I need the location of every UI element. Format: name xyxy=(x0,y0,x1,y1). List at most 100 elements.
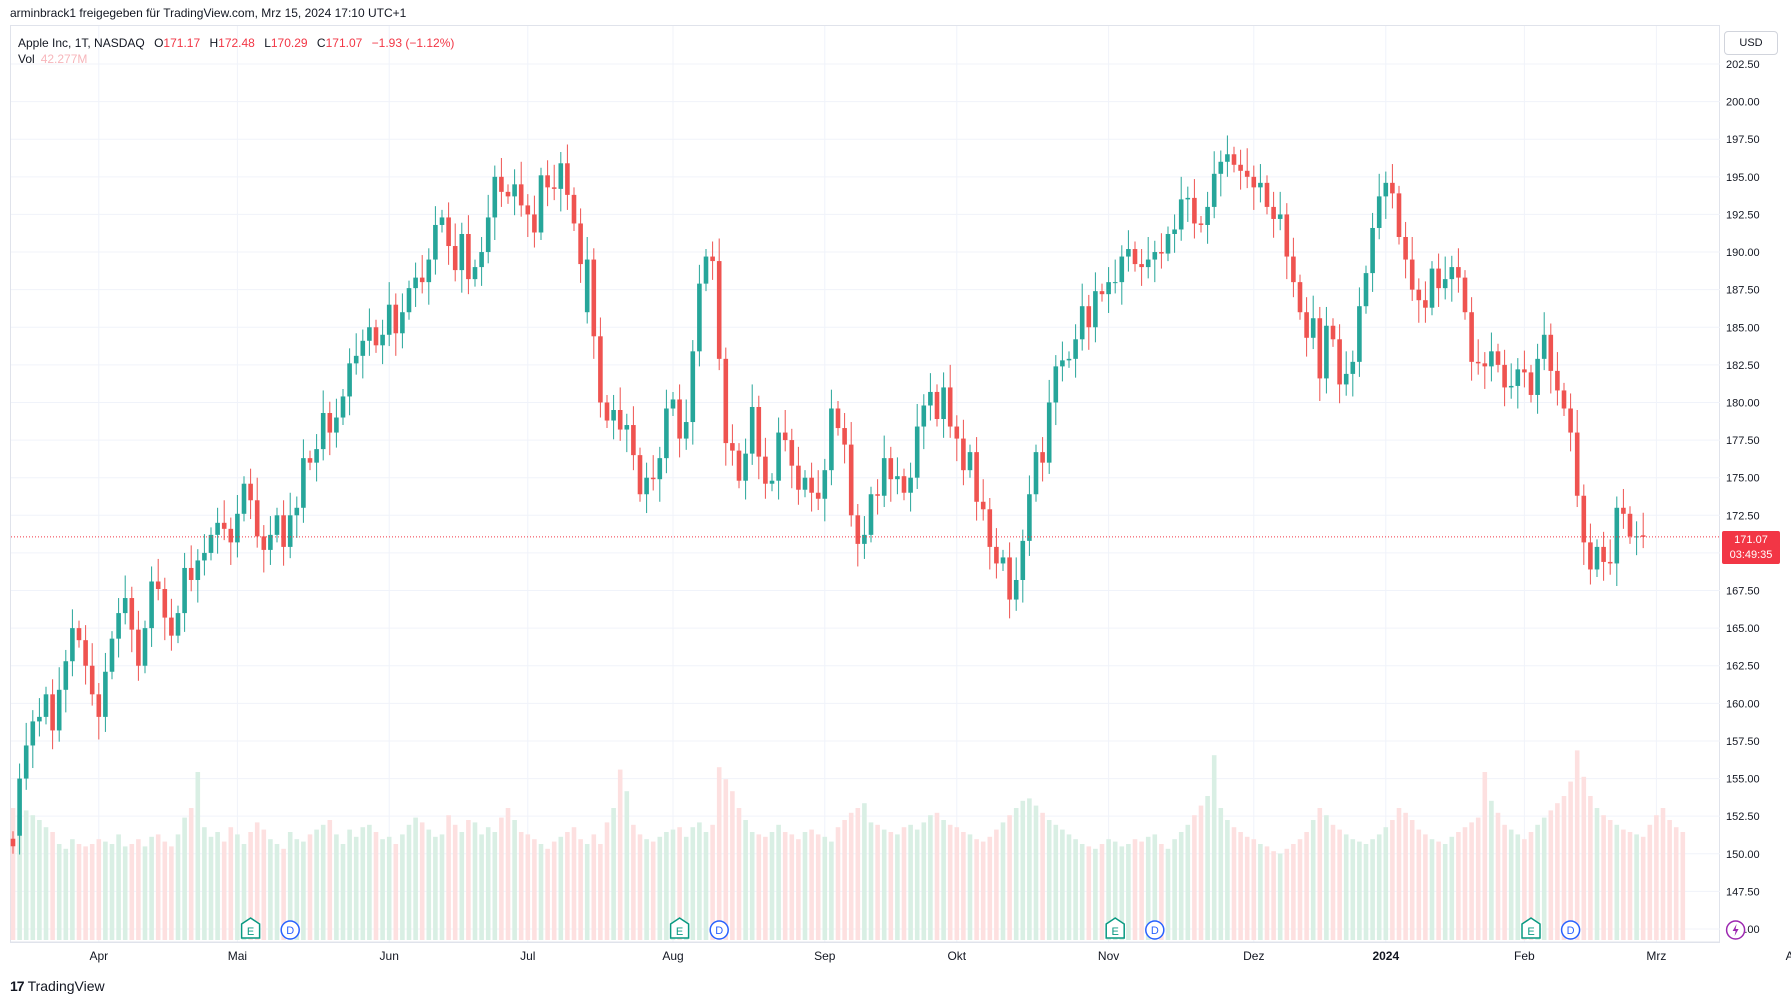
candle-body[interactable] xyxy=(320,413,326,450)
candle-body[interactable] xyxy=(1225,154,1230,162)
candle-body[interactable] xyxy=(1436,268,1441,289)
candle-body[interactable] xyxy=(1502,364,1507,388)
candle-body[interactable] xyxy=(1231,154,1237,165)
candle-body[interactable] xyxy=(802,477,808,490)
candle-body[interactable] xyxy=(558,163,564,189)
candle-body[interactable] xyxy=(413,277,418,289)
currency-button[interactable]: USD xyxy=(1724,31,1778,55)
candle-body[interactable] xyxy=(545,175,550,188)
candle-body[interactable] xyxy=(1568,408,1573,433)
candle-body[interactable] xyxy=(947,387,953,427)
candle-body[interactable] xyxy=(188,567,194,580)
candle-body[interactable] xyxy=(1251,176,1257,188)
candle-body[interactable] xyxy=(360,340,366,356)
candle-body[interactable] xyxy=(1535,358,1540,395)
candle-body[interactable] xyxy=(1106,282,1111,295)
candle-body[interactable] xyxy=(367,327,372,341)
candle-body[interactable] xyxy=(1614,507,1620,564)
candle-body[interactable] xyxy=(1304,312,1309,338)
dividend-event-icon[interactable] xyxy=(1560,920,1581,940)
candle-body[interactable] xyxy=(1066,358,1072,361)
candle-body[interactable] xyxy=(56,689,62,731)
candle-body[interactable] xyxy=(63,661,69,690)
candle-body[interactable] xyxy=(235,513,240,543)
candle-body[interactable] xyxy=(1330,325,1336,340)
candle-body[interactable] xyxy=(466,233,471,280)
candle-body[interactable] xyxy=(941,387,946,420)
tradingview-brand[interactable]: 17 TradingView xyxy=(10,978,105,994)
candle-body[interactable] xyxy=(1456,267,1461,278)
candle-body[interactable] xyxy=(492,176,498,218)
candle-body[interactable] xyxy=(10,838,16,847)
candle-body[interactable] xyxy=(1310,318,1316,338)
candle-body[interactable] xyxy=(908,477,913,493)
candle-body[interactable] xyxy=(505,191,511,197)
candle-body[interactable] xyxy=(895,476,900,480)
candle-body[interactable] xyxy=(175,613,181,636)
candle-body[interactable] xyxy=(1211,173,1217,207)
candle-body[interactable] xyxy=(1185,197,1191,200)
candle-body[interactable] xyxy=(1508,385,1514,388)
candle-body[interactable] xyxy=(1244,170,1250,177)
candle-body[interactable] xyxy=(881,458,887,496)
candle-body[interactable] xyxy=(373,327,379,346)
candle-body[interactable] xyxy=(921,405,927,427)
candle-body[interactable] xyxy=(353,355,359,364)
candle-body[interactable] xyxy=(697,283,702,352)
candle-body[interactable] xyxy=(1555,370,1560,391)
candle-body[interactable] xyxy=(1390,182,1395,194)
candle-body[interactable] xyxy=(215,522,220,535)
candle-body[interactable] xyxy=(789,440,795,466)
dividend-event-icon[interactable] xyxy=(709,920,729,940)
candle-body[interactable] xyxy=(281,515,286,547)
candle-body[interactable] xyxy=(961,438,966,471)
candle-body[interactable] xyxy=(598,336,603,403)
candle-body[interactable] xyxy=(202,552,207,561)
candle-body[interactable] xyxy=(934,391,940,420)
candle-body[interactable] xyxy=(1449,267,1455,280)
candle-body[interactable] xyxy=(43,694,49,717)
candle-body[interactable] xyxy=(499,176,504,192)
candle-body[interactable] xyxy=(452,246,458,271)
candle-body[interactable] xyxy=(1218,161,1224,174)
candle-body[interactable] xyxy=(386,304,392,335)
candle-body[interactable] xyxy=(380,334,385,346)
candle-body[interactable] xyxy=(1027,494,1032,541)
candle-body[interactable] xyxy=(703,256,709,284)
candle-body[interactable] xyxy=(1079,306,1085,340)
candle-body[interactable] xyxy=(512,184,517,197)
candle-body[interactable] xyxy=(855,515,861,544)
candle-body[interactable] xyxy=(307,458,313,463)
candle-body[interactable] xyxy=(1522,369,1527,373)
candle-body[interactable] xyxy=(743,453,748,481)
candle-body[interactable] xyxy=(23,745,29,779)
candle-body[interactable] xyxy=(1416,289,1422,301)
candle-body[interactable] xyxy=(419,277,425,283)
candle-body[interactable] xyxy=(756,406,762,457)
candle-body[interactable] xyxy=(848,444,854,516)
candle-body[interactable] xyxy=(1489,351,1494,367)
candle-body[interactable] xyxy=(1271,206,1276,219)
candle-body[interactable] xyxy=(334,417,339,433)
symbol-name[interactable]: Apple Inc, 1T, NASDAQ xyxy=(18,36,145,50)
candle-body[interactable] xyxy=(954,426,960,439)
candle-body[interactable] xyxy=(182,567,187,614)
candle-body[interactable] xyxy=(591,259,597,337)
candle-body[interactable] xyxy=(1060,360,1065,367)
candle-body[interactable] xyxy=(914,426,920,478)
candle-body[interactable] xyxy=(796,465,801,490)
candle-body[interactable] xyxy=(221,522,227,529)
candle-body[interactable] xyxy=(347,363,352,397)
candle-body[interactable] xyxy=(1376,196,1382,228)
candle-body[interactable] xyxy=(987,509,993,547)
candle-body[interactable] xyxy=(426,259,432,283)
candle-body[interactable] xyxy=(928,391,933,406)
candle-body[interactable] xyxy=(1324,325,1329,379)
candle-body[interactable] xyxy=(1634,536,1639,538)
candle-body[interactable] xyxy=(122,598,128,614)
candle-body[interactable] xyxy=(1165,233,1171,254)
candle-body[interactable] xyxy=(241,483,247,514)
candle-body[interactable] xyxy=(446,217,451,247)
candle-body[interactable] xyxy=(551,187,557,189)
candle-body[interactable] xyxy=(1627,513,1633,537)
